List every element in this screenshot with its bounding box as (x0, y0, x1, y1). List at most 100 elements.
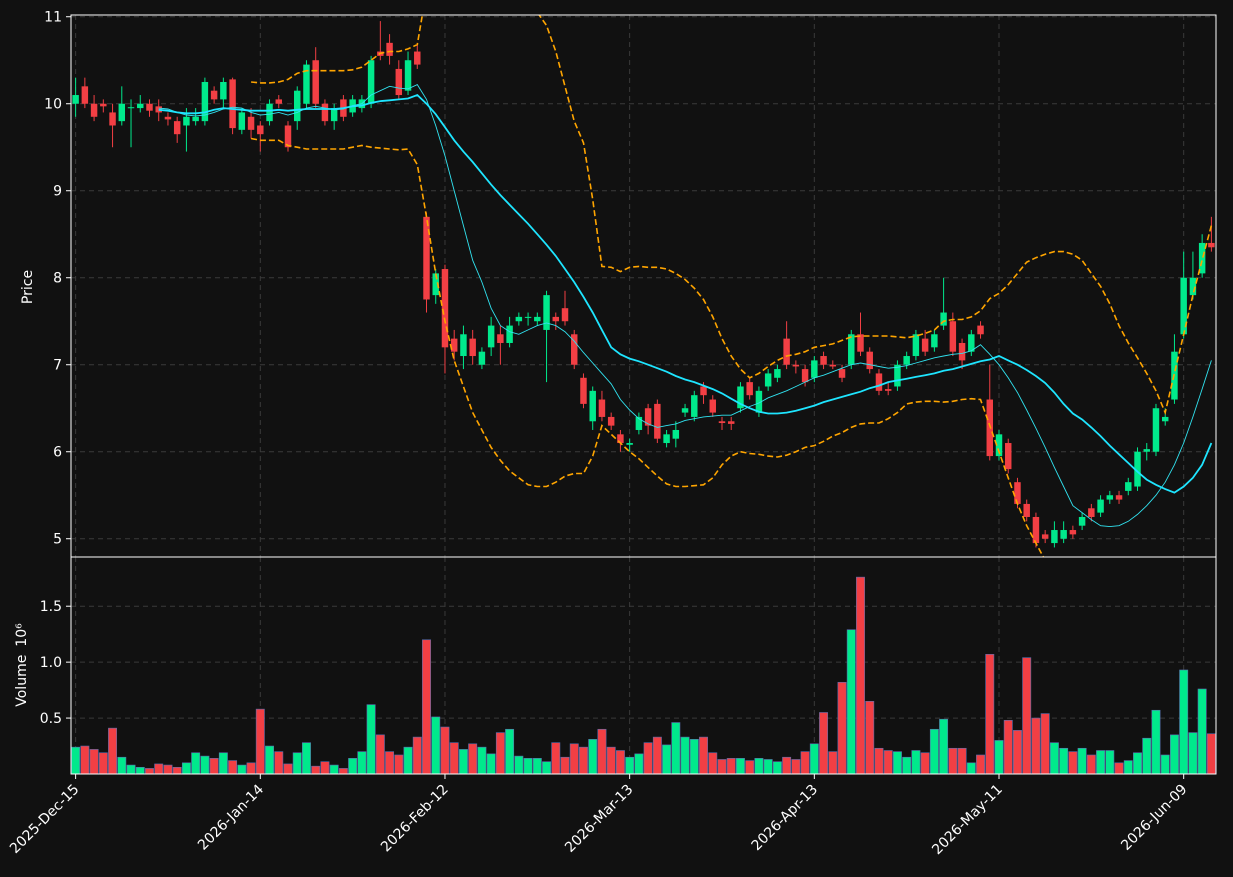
volume-bar (385, 751, 395, 775)
volume-bar (976, 754, 985, 775)
candle-body (524, 316, 532, 318)
candle-body (192, 116, 199, 122)
volume-bar (163, 764, 173, 775)
candle-body (894, 364, 901, 387)
candle-body (737, 386, 744, 409)
volume-bar (311, 765, 321, 775)
candle-body (506, 325, 513, 343)
volume-bar (1077, 747, 1087, 775)
volume-bar (579, 746, 588, 775)
volume-bar (181, 762, 191, 775)
y-tick-label: 10 (44, 97, 62, 113)
volume-bar (338, 768, 348, 775)
volume-bar (1206, 733, 1216, 775)
candle-body (552, 316, 560, 322)
candle-body (783, 338, 790, 365)
candle-body (72, 95, 79, 104)
volume-bar (458, 749, 468, 775)
volume-bar (634, 753, 644, 775)
candle-body (210, 90, 218, 100)
candle-body (469, 338, 476, 357)
volume-bar (671, 722, 681, 775)
overlay-line (250, 137, 1045, 557)
y-tick-label: 5 (53, 532, 62, 548)
volume-bar (791, 759, 801, 775)
candle-body (146, 103, 153, 111)
candle-body (820, 356, 827, 365)
volume-bar (1068, 751, 1078, 775)
volume-bar (1059, 747, 1069, 775)
candle-body (312, 60, 319, 104)
volume-bar (255, 708, 265, 775)
volume-bar (846, 629, 856, 775)
candle-body (1198, 242, 1206, 274)
candle-body (229, 79, 236, 129)
candle-body (792, 364, 800, 367)
volume-bar (357, 751, 367, 775)
volume-bar (403, 746, 413, 775)
volume-bar (366, 704, 376, 775)
volume-bar (1013, 730, 1022, 775)
volume-bar (440, 726, 450, 775)
volume-bar (643, 742, 653, 775)
volume-bar (348, 758, 358, 775)
volume-label: Volume (14, 655, 30, 707)
y-tick-label: 11 (44, 10, 62, 26)
candle-body (607, 416, 615, 426)
candle-body (1208, 242, 1215, 248)
candle-body (672, 429, 680, 439)
candle-body (663, 434, 670, 444)
volume-bar (495, 732, 505, 775)
volume-bar (505, 728, 515, 775)
candle-body (617, 434, 624, 444)
volume-bar (375, 734, 385, 775)
candle-body (1088, 508, 1095, 517)
volume-bar (1179, 669, 1189, 775)
candle-body (931, 334, 938, 348)
volume-bar (994, 740, 1004, 775)
candle-body (1125, 482, 1132, 491)
candle-body (1161, 416, 1169, 422)
volume-bar (209, 758, 219, 775)
volume-bar (80, 745, 90, 775)
volume-bar (542, 761, 551, 775)
candle-body (201, 81, 209, 122)
volume-bar (108, 727, 118, 775)
candle-body (109, 112, 116, 126)
candle-body (838, 369, 846, 378)
candle-body (450, 338, 458, 352)
candle-body (127, 107, 135, 109)
volume-bar (588, 739, 598, 775)
volume-bar (329, 764, 339, 775)
candle-body (949, 321, 957, 352)
candles (72, 21, 1215, 548)
candle-body (700, 386, 707, 396)
candle-body (1005, 443, 1012, 470)
candle-body (284, 125, 292, 148)
candle-body (589, 390, 596, 422)
candle-body (718, 421, 726, 424)
volume-bar (948, 747, 958, 775)
candle-body (423, 216, 430, 300)
volume-bar (819, 712, 829, 775)
candle-body (275, 99, 282, 104)
candle-body (764, 373, 772, 387)
volume-bar (135, 766, 145, 775)
candle-body (155, 106, 162, 113)
volume-axis-label: Volume 10⁶ (14, 623, 30, 707)
candle-body (912, 334, 920, 357)
overlay-line (158, 93, 1213, 494)
volume-bar (145, 768, 154, 775)
candle-body (1180, 277, 1187, 335)
candle-body (940, 312, 947, 326)
volume-bar (154, 763, 164, 775)
candle-body (238, 112, 246, 130)
volume-bar (422, 639, 431, 775)
volume-bar (883, 750, 893, 775)
volume-bar (1133, 752, 1142, 775)
volume-bar (569, 743, 579, 775)
candle-body (1014, 482, 1021, 504)
candle-body (330, 108, 338, 122)
candle-body (90, 103, 98, 117)
candle-body (1143, 449, 1150, 452)
